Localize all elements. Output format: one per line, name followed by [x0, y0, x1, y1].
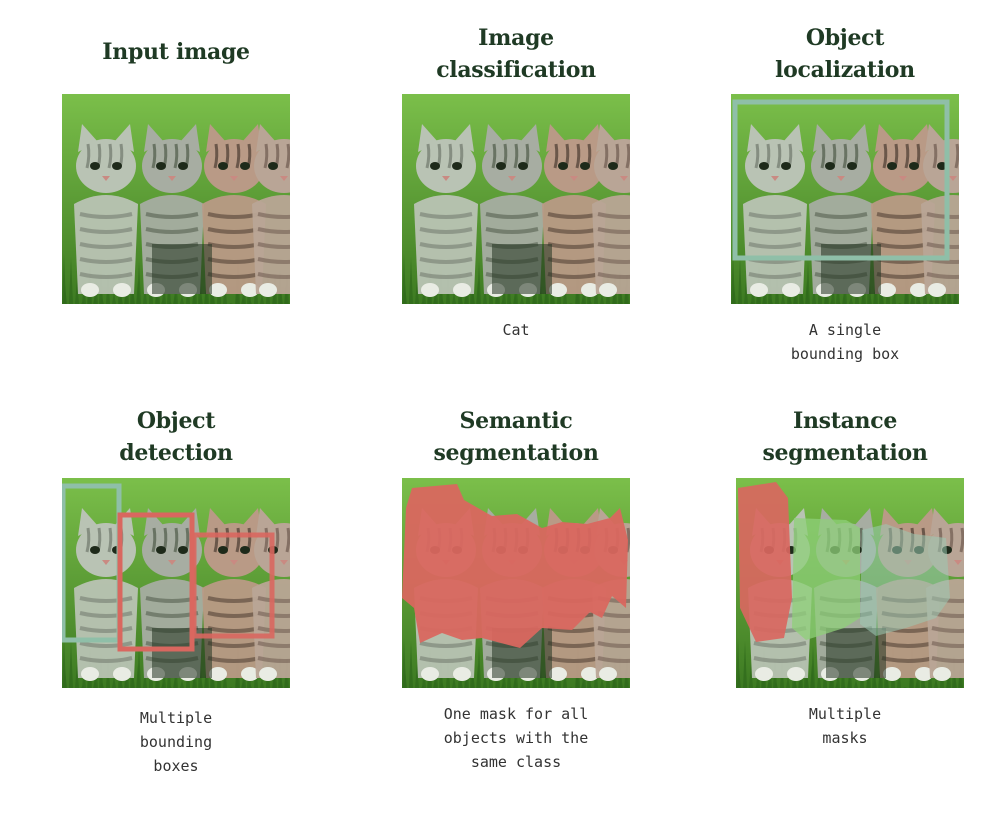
panel-title: Object detection — [36, 405, 316, 469]
panel-title: Image classification — [376, 22, 656, 86]
title-line: Instance — [792, 408, 898, 434]
caption-line: One mask for all — [443, 705, 589, 723]
panel-title: Object localization — [705, 22, 985, 86]
title-line: Input image — [102, 39, 250, 65]
kittens-image — [731, 94, 959, 304]
title-line: segmentation — [433, 440, 599, 466]
title-line: Semantic — [459, 408, 573, 434]
caption-line: masks — [822, 729, 868, 747]
caption-line: same class — [470, 753, 562, 771]
title-line: classification — [436, 57, 596, 83]
caption-line: bounding — [139, 733, 213, 751]
semantic-mask — [402, 484, 628, 648]
kittens-image — [62, 478, 290, 688]
kittens-image — [62, 94, 290, 304]
caption-line: A single — [808, 321, 882, 339]
kittens-image — [402, 478, 630, 688]
caption-line: Cat — [502, 321, 530, 339]
caption-line: boxes — [153, 757, 199, 775]
title-line: detection — [119, 440, 233, 466]
instance-mask — [738, 482, 792, 642]
panel-caption: One mask for all objects with the same c… — [396, 702, 636, 774]
title-line: localization — [775, 57, 915, 83]
caption-line: objects with the — [443, 729, 589, 747]
title-line: Object — [136, 408, 216, 434]
panel-title: Input image — [36, 36, 316, 68]
title-line: Image — [478, 25, 554, 51]
title-line: Object — [805, 25, 885, 51]
caption-line: Multiple — [139, 709, 213, 727]
panel-title: Semantic segmentation — [376, 405, 656, 469]
kittens-image — [402, 94, 630, 304]
caption-line: Multiple — [808, 705, 882, 723]
instance-mask — [792, 518, 860, 640]
title-line: segmentation — [762, 440, 928, 466]
bounding-box — [191, 532, 275, 639]
panel-caption: Cat — [396, 318, 636, 342]
panel-caption: A single bounding box — [725, 318, 965, 366]
single-bounding-box — [732, 99, 950, 261]
caption-line: bounding box — [790, 345, 900, 363]
instance-mask — [860, 524, 950, 636]
kittens-image — [736, 478, 964, 688]
panel-caption: Multiple masks — [725, 702, 965, 750]
panel-caption: Multiple bounding boxes — [56, 706, 296, 778]
panel-title: Instance segmentation — [705, 405, 985, 469]
kittens — [74, 124, 290, 297]
